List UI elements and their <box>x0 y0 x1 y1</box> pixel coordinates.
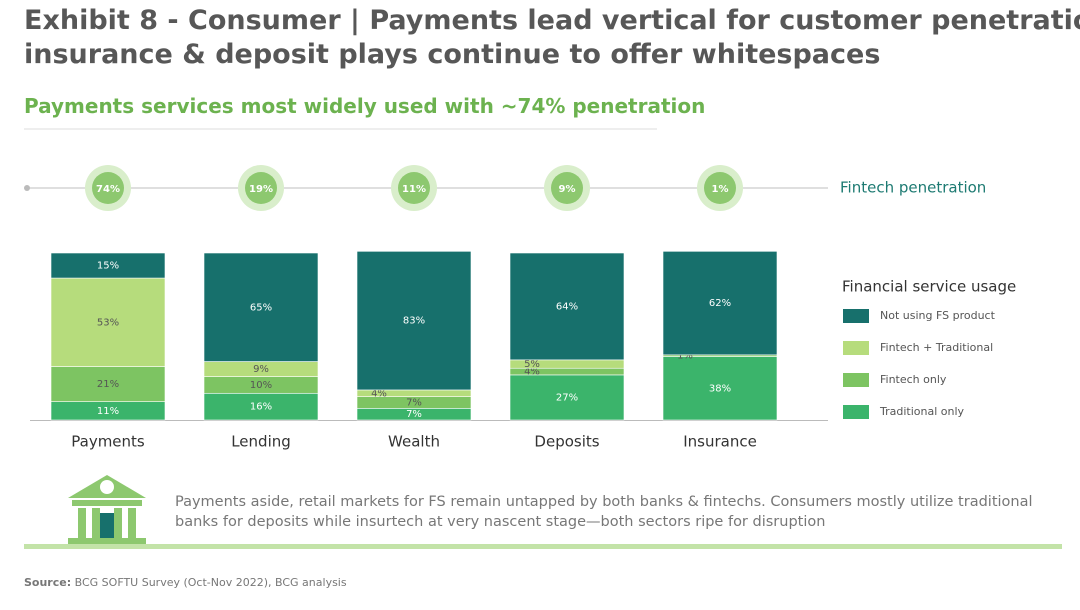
legend-label: Fintech + Traditional <box>880 341 993 354</box>
penetration-circle <box>704 172 736 204</box>
line-dot <box>24 185 30 191</box>
data-label: 7% <box>406 397 422 408</box>
data-label: 1% <box>677 351 693 362</box>
subtitle: Payments services most widely used with … <box>24 94 706 118</box>
legend-label: Fintech only <box>880 373 947 386</box>
title-line: insurance & deposit plays continue to of… <box>24 39 881 70</box>
bar-segment <box>356 251 472 391</box>
data-label: 27% <box>556 392 578 403</box>
data-label: 64% <box>556 301 578 312</box>
penetration-value: 11% <box>402 184 426 195</box>
data-label: 4% <box>524 367 540 378</box>
x-tick-label: Deposits <box>534 433 599 451</box>
penetration-value: 74% <box>96 184 120 195</box>
penetration-circle <box>551 172 583 204</box>
penetration-circle <box>245 172 277 204</box>
penetration-circle <box>92 172 124 204</box>
bar-segment <box>509 252 625 361</box>
note: Payments aside, retail markets for FS re… <box>175 494 1033 530</box>
penetration-value: 19% <box>249 184 273 195</box>
bar-segment <box>662 356 778 421</box>
source-text: BCG SOFTU Survey (Oct-Nov 2022), BCG ana… <box>74 576 347 589</box>
data-label: 65% <box>250 302 272 313</box>
title-line: Exhibit 8 - Consumer | Payments lead ver… <box>24 5 1080 36</box>
penetration-value: 1% <box>712 184 729 195</box>
x-tick-label: Payments <box>71 433 145 451</box>
source: Source: BCG SOFTU Survey (Oct-Nov 2022),… <box>24 576 347 589</box>
source-label: Source: <box>24 576 72 589</box>
data-label: 38% <box>709 383 731 394</box>
x-tick-label: Insurance <box>683 433 757 451</box>
penetration-circle <box>398 172 430 204</box>
data-label: 5% <box>524 359 540 370</box>
legend-label: Not using FS product <box>880 309 996 322</box>
bar-segment <box>50 277 166 367</box>
data-label: 83% <box>403 316 425 327</box>
bar-segment <box>203 392 319 421</box>
data-label: 7% <box>406 409 422 420</box>
bar-segment <box>662 251 778 356</box>
data-label: 15% <box>97 261 119 272</box>
legend-swatch <box>843 309 869 323</box>
title: Exhibit 8 - Consumer | Payments lead ver… <box>24 4 1080 72</box>
legend-swatch <box>843 373 869 387</box>
penetration-label: Fintech penetration <box>840 179 986 197</box>
data-label: 16% <box>250 402 272 413</box>
bar-segment <box>50 366 166 402</box>
legend-title: Financial service usage <box>842 278 1016 296</box>
legend-swatch <box>843 341 869 355</box>
x-tick-label: Lending <box>231 433 291 451</box>
data-label: 4% <box>371 388 387 399</box>
data-label: 53% <box>97 317 119 328</box>
data-label: 10% <box>250 380 272 391</box>
penetration-value: 9% <box>559 184 576 195</box>
bar-segment <box>50 252 166 279</box>
x-tick-label: Wealth <box>388 433 440 451</box>
legend-label: Traditional only <box>879 405 965 418</box>
data-label: 21% <box>97 379 119 390</box>
data-label: 9% <box>253 364 269 375</box>
data-label: 11% <box>97 406 119 417</box>
legend-swatch <box>843 405 869 419</box>
data-label: 62% <box>709 298 731 309</box>
footer-band <box>24 544 1062 549</box>
bar-segment <box>203 252 319 362</box>
bank-icon <box>68 475 146 544</box>
